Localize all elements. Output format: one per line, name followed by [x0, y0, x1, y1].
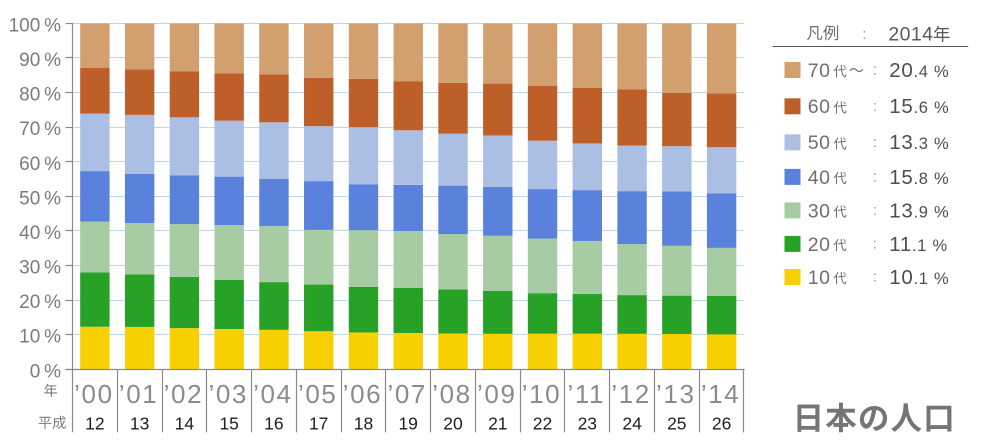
svg-text:24: 24 — [622, 413, 642, 433]
svg-text:30 %: 30 % — [19, 258, 61, 279]
svg-text:’13: ’13 — [656, 379, 696, 409]
svg-text:’02: ’02 — [164, 379, 204, 409]
svg-text:18: 18 — [354, 413, 373, 433]
svg-text:15: 15 — [219, 413, 238, 433]
svg-text:30: 30 — [808, 200, 831, 222]
svg-text:10 %: 10 % — [19, 327, 61, 348]
svg-text:’05: ’05 — [298, 379, 338, 409]
svg-text:11.1 %: 11.1 % — [889, 233, 948, 256]
svg-text:13.9 %: 13.9 % — [889, 199, 949, 222]
svg-text:20.4 %: 20.4 % — [889, 59, 949, 82]
svg-text:26: 26 — [712, 413, 731, 433]
svg-text:17: 17 — [309, 413, 328, 433]
svg-text:12: 12 — [85, 413, 104, 433]
svg-text:70: 70 — [808, 60, 831, 82]
svg-text:’06: ’06 — [343, 379, 383, 409]
svg-text:50 %: 50 % — [19, 188, 61, 209]
svg-text:’01: ’01 — [119, 379, 159, 409]
svg-text::: : — [873, 98, 877, 115]
svg-text::: : — [873, 269, 877, 286]
svg-text:70 %: 70 % — [19, 119, 61, 140]
svg-text:’09: ’09 — [477, 379, 517, 409]
svg-text:23: 23 — [578, 413, 597, 433]
svg-text::: : — [873, 134, 877, 151]
svg-text::: : — [873, 169, 877, 186]
svg-text:80 %: 80 % — [19, 85, 61, 106]
svg-text:22: 22 — [533, 413, 552, 433]
svg-text::: : — [873, 202, 877, 219]
svg-text:40: 40 — [808, 167, 831, 189]
svg-text:20: 20 — [443, 413, 463, 433]
svg-text:60 %: 60 % — [19, 154, 61, 175]
svg-text:’10: ’10 — [522, 379, 562, 409]
svg-text:’07: ’07 — [387, 379, 427, 409]
svg-text:’08: ’08 — [432, 379, 472, 409]
svg-text:60: 60 — [808, 96, 831, 118]
svg-text:’03: ’03 — [208, 379, 248, 409]
svg-text::: : — [862, 26, 866, 43]
svg-text:50: 50 — [808, 132, 831, 154]
svg-text:’14: ’14 — [701, 379, 741, 409]
svg-text:15.6 %: 15.6 % — [889, 95, 949, 118]
svg-text::: : — [873, 62, 877, 79]
svg-text:0 %: 0 % — [30, 361, 61, 382]
svg-text:25: 25 — [667, 413, 686, 433]
svg-text:’11: ’11 — [568, 379, 606, 409]
svg-text:’00: ’00 — [74, 379, 114, 409]
svg-text:’12: ’12 — [611, 379, 651, 409]
svg-text:2014: 2014 — [888, 24, 933, 46]
svg-text:100 %: 100 % — [9, 15, 62, 36]
svg-text:10.1 %: 10.1 % — [889, 266, 949, 289]
svg-text:14: 14 — [175, 413, 195, 433]
svg-text:15.8 %: 15.8 % — [889, 166, 949, 189]
svg-text:21: 21 — [488, 413, 507, 433]
svg-text:13: 13 — [130, 413, 149, 433]
svg-text:10: 10 — [808, 267, 831, 289]
svg-text:20 %: 20 % — [19, 292, 61, 313]
svg-text:16: 16 — [264, 413, 283, 433]
svg-text:90 %: 90 % — [19, 50, 61, 71]
svg-text::: : — [873, 236, 877, 253]
svg-text:13.3 %: 13.3 % — [889, 131, 949, 154]
svg-text:40 %: 40 % — [19, 223, 61, 244]
svg-text:19: 19 — [398, 413, 417, 433]
svg-text:’04: ’04 — [253, 379, 293, 409]
svg-text:20: 20 — [808, 234, 831, 256]
